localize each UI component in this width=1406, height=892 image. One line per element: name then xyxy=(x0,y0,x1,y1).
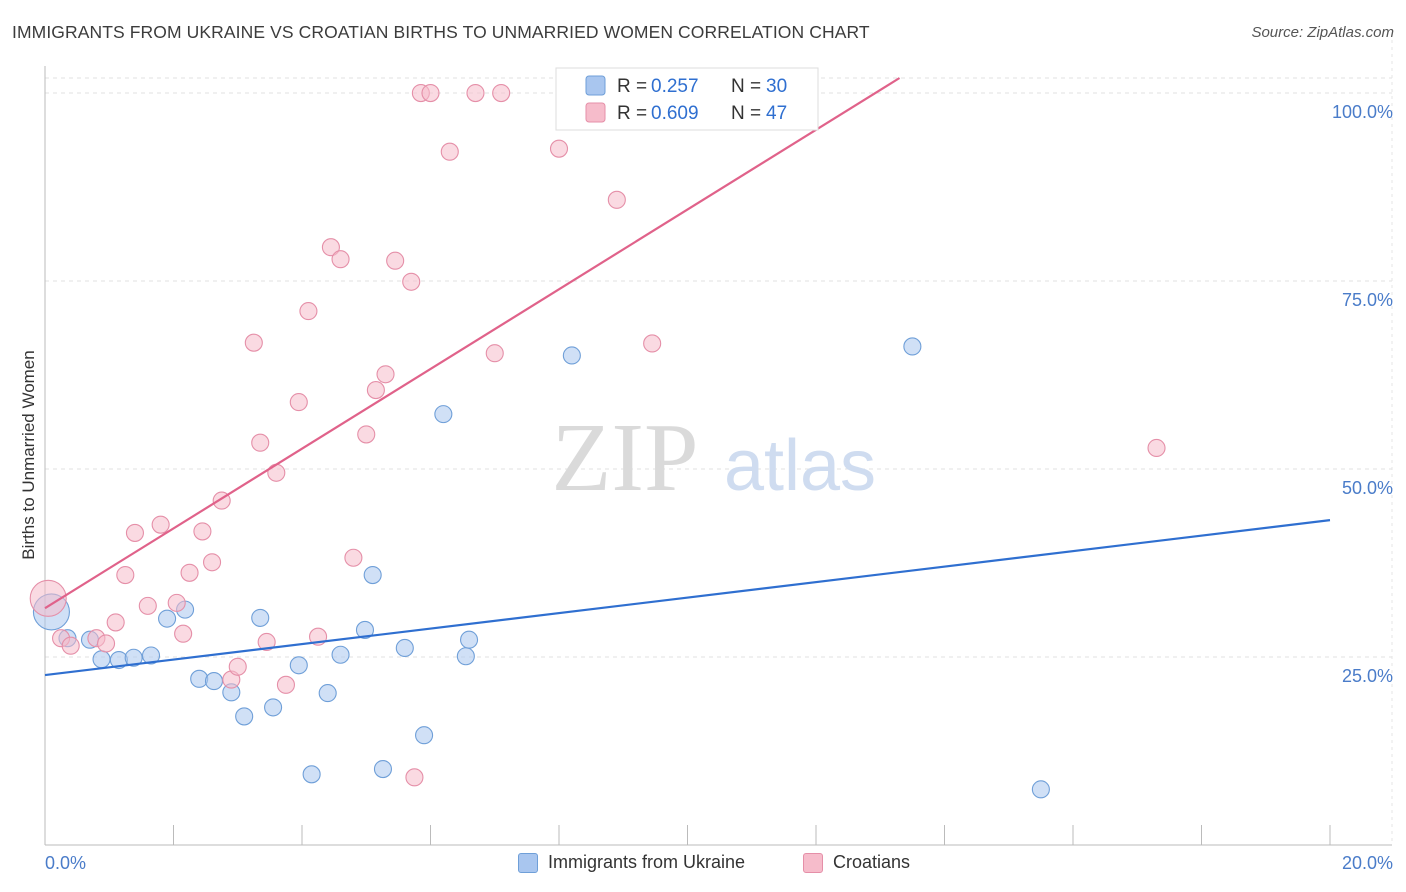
data-point-ukraine-14 xyxy=(264,698,283,717)
legend-top-swatch-croatian xyxy=(585,102,606,123)
data-point-croatian-35 xyxy=(421,83,440,103)
legend-bottom: Immigrants from Ukraine Croatians xyxy=(0,852,1406,878)
data-point-ukraine-15 xyxy=(289,656,308,675)
x-tick-label-max: 20.0% xyxy=(1342,853,1393,873)
data-point-croatian-37 xyxy=(466,83,485,103)
data-point-croatian-9 xyxy=(151,515,170,534)
legend-top-n-value-croatian: 47 xyxy=(766,103,787,124)
data-point-ukraine-18 xyxy=(331,645,350,664)
data-point-croatian-21 xyxy=(276,675,295,694)
y-tick-label-75: 75.0% xyxy=(1342,290,1393,310)
data-point-croatian-27 xyxy=(344,548,363,567)
data-point-croatian-19 xyxy=(251,433,270,452)
data-point-ukraine-29 xyxy=(1031,780,1050,799)
data-point-croatian-31 xyxy=(386,251,405,270)
data-point-ukraine-5 xyxy=(124,648,143,667)
legend-top-n-value-ukraine: 30 xyxy=(766,76,787,97)
data-point-croatian-25 xyxy=(321,238,340,257)
x-tick-label-min: 0.0% xyxy=(45,853,86,873)
legend-top-r-value-ukraine: 0.257 xyxy=(651,76,699,97)
data-point-croatian-32 xyxy=(402,272,421,291)
legend-swatch-ukraine xyxy=(518,852,538,873)
data-point-ukraine-28 xyxy=(903,337,922,356)
y-tick-label-25: 25.0% xyxy=(1342,666,1393,686)
data-point-croatian-44 xyxy=(1147,438,1166,458)
data-point-croatian-0 xyxy=(29,579,67,617)
data-point-ukraine-10 xyxy=(204,672,224,691)
data-point-croatian-40 xyxy=(549,139,569,158)
source-label: Source: ZipAtlas.com xyxy=(1251,24,1394,41)
data-point-ukraine-7 xyxy=(158,609,177,628)
data-point-ukraine-9 xyxy=(190,669,209,688)
data-point-ukraine-23 xyxy=(415,726,434,745)
data-point-ukraine-22 xyxy=(395,638,414,658)
y-axis-label: Births to Unmarried Women xyxy=(19,350,38,559)
legend-label-ukraine: Immigrants from Ukraine xyxy=(548,852,746,872)
y-tick-label-100: 100.0% xyxy=(1332,102,1393,122)
legend-top-n-label-ukraine: N = xyxy=(731,76,761,97)
legend-top-n-label-croatian: N = xyxy=(731,103,761,124)
data-point-ukraine-26 xyxy=(459,630,479,649)
legend-item-croatians: Croatians xyxy=(803,852,910,873)
data-point-croatian-18 xyxy=(244,333,263,352)
legend-label-croatians: Croatians xyxy=(833,852,911,872)
data-point-croatian-14 xyxy=(203,553,222,572)
data-point-ukraine-19 xyxy=(355,620,375,639)
legend-top-r-value-croatian: 0.609 xyxy=(651,103,699,124)
data-point-croatian-13 xyxy=(193,522,212,541)
data-point-croatian-42 xyxy=(607,190,626,209)
data-point-croatian-5 xyxy=(106,613,125,632)
data-point-croatian-29 xyxy=(366,381,385,400)
watermark-atlas: atlas xyxy=(724,426,876,506)
data-point-ukraine-13 xyxy=(251,608,270,627)
data-point-croatian-28 xyxy=(357,425,376,444)
data-point-croatian-26 xyxy=(331,250,350,269)
data-point-croatian-30 xyxy=(376,365,395,384)
trend-line-ukraine xyxy=(44,519,1331,677)
points-layer xyxy=(29,83,1166,799)
data-point-ukraine-3 xyxy=(92,650,111,669)
chart-title: IMMIGRANTS FROM UKRAINE VS CROATIAN BIRT… xyxy=(12,22,870,42)
data-point-croatian-43 xyxy=(643,334,662,353)
data-point-ukraine-25 xyxy=(456,647,475,666)
data-point-ukraine-12 xyxy=(235,707,254,726)
trend-line-croatian xyxy=(44,77,901,610)
trend-layer xyxy=(44,77,1331,677)
data-point-croatian-2 xyxy=(61,636,80,655)
axes-layer: 25.0% 50.0% 75.0% 100.0% 0.0% 20.0% xyxy=(44,66,1393,873)
legend-top-r-label-croatian: R = xyxy=(617,103,647,124)
legend-top: R = 0.257 N = 30 R = 0.609 N = 47 xyxy=(555,67,819,131)
data-point-croatian-23 xyxy=(299,302,318,321)
data-point-croatian-8 xyxy=(138,596,157,615)
data-point-croatian-39 xyxy=(492,83,511,103)
y-tick-label-50: 50.0% xyxy=(1342,478,1393,498)
data-point-croatian-36 xyxy=(440,142,459,161)
data-point-croatian-12 xyxy=(180,563,199,582)
legend-top-swatch-ukraine xyxy=(585,75,606,96)
data-point-croatian-20 xyxy=(267,463,286,482)
data-point-croatian-46 xyxy=(257,632,276,652)
data-point-croatian-4 xyxy=(96,634,116,653)
data-point-croatian-22 xyxy=(289,393,308,412)
data-point-ukraine-16 xyxy=(302,765,321,784)
data-point-croatian-6 xyxy=(116,565,135,585)
data-point-ukraine-21 xyxy=(373,760,393,779)
data-point-croatian-38 xyxy=(485,344,504,363)
data-point-croatian-10 xyxy=(167,593,186,612)
watermark-zip: ZIP xyxy=(552,404,699,512)
legend-top-r-label-ukraine: R = xyxy=(617,76,647,97)
data-point-ukraine-27 xyxy=(562,346,581,365)
data-point-croatian-33 xyxy=(405,768,424,787)
data-point-croatian-17 xyxy=(228,657,247,676)
data-point-ukraine-6 xyxy=(141,646,161,665)
data-point-croatian-7 xyxy=(125,523,144,542)
legend-swatch-croatians xyxy=(803,852,823,873)
data-point-ukraine-24 xyxy=(434,405,453,424)
legend-item-ukraine: Immigrants from Ukraine xyxy=(518,852,745,873)
data-point-croatian-11 xyxy=(174,624,193,643)
data-point-ukraine-20 xyxy=(363,565,382,585)
data-point-ukraine-17 xyxy=(318,684,337,703)
